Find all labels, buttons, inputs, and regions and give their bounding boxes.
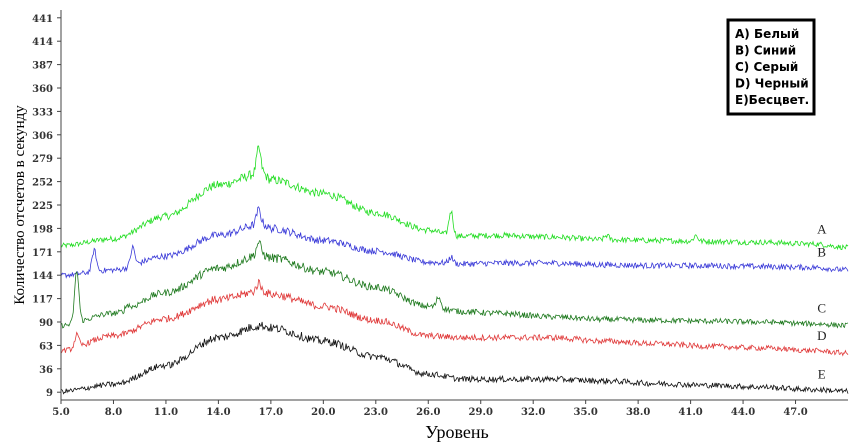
series-tags: AB CD E (817, 222, 827, 382)
x-tick-label: 41.0 (678, 407, 702, 418)
legend-entry: E)Бесцвет. (735, 93, 809, 107)
x-tick-label: 5.0 (52, 407, 69, 418)
y-tick-label: 441 (32, 14, 53, 25)
y-tick-label: 279 (32, 154, 53, 165)
x-tick-label: 8.0 (105, 407, 122, 418)
y-tick-label: 333 (32, 107, 53, 118)
y-tick-label: 90 (39, 318, 53, 329)
legend-entries: A) Белый B) Синий C) Серый D) Черный E)Бесцв… (735, 27, 809, 107)
series-tag-d: D (817, 328, 826, 343)
y-tick-label: 252 (32, 178, 53, 189)
series-tag-a: A (817, 222, 827, 237)
y-ticks: 9 36 63 90 117 144 171 198 225 252 279 306 333 360 387… (32, 14, 61, 399)
x-tick-label: 38.0 (626, 407, 650, 418)
series-line-c (60, 240, 849, 329)
x-tick-label: 44.0 (731, 407, 755, 418)
x-ticks: 5.0 8.0 11.0 14.0 17.0 20.0 23.0 26.0 29.0 32.0 35… (52, 400, 808, 418)
x-tick-label: 11.0 (154, 407, 178, 418)
y-tick-label: 306 (32, 131, 53, 142)
y-tick-label: 387 (32, 61, 53, 72)
legend-entry: A) Белый (735, 27, 799, 41)
x-axis-title: Уровень (425, 422, 488, 442)
y-tick-label: 117 (32, 295, 53, 306)
legend: A) Белый B) Синий C) Серый D) Черный E)Бесцв… (726, 18, 816, 116)
series-tag-c: C (817, 301, 826, 316)
y-tick-label: 198 (32, 224, 53, 235)
y-tick-label: 63 (39, 341, 53, 352)
legend-entry: C) Серый (735, 60, 798, 74)
series-line-e (60, 321, 849, 395)
y-axis-title: Количество отсчетов в секунду (12, 105, 28, 305)
series-line-d (60, 278, 849, 357)
x-tick-label: 23.0 (364, 407, 388, 418)
y-tick-label: 360 (32, 84, 53, 95)
x-tick-label: 17.0 (259, 407, 283, 418)
y-tick-label: 9 (46, 388, 53, 399)
x-tick-label: 35.0 (573, 407, 597, 418)
y-tick-label: 144 (32, 271, 53, 282)
series-tag-e: E (818, 366, 826, 381)
x-tick-label: 14.0 (206, 407, 230, 418)
legend-box (726, 18, 816, 116)
legend-entry: B) Синий (735, 44, 796, 58)
x-tick-label: 26.0 (416, 407, 440, 418)
x-tick-label: 32.0 (521, 407, 545, 418)
y-tick-label: 36 (39, 365, 53, 376)
series-line-b (60, 206, 849, 279)
x-tick-label: 20.0 (311, 407, 335, 418)
series-tag-b: B (817, 245, 826, 260)
y-tick-label: 225 (32, 201, 53, 212)
y-tick-label: 414 (32, 37, 53, 48)
legend-entry: D) Черный (735, 77, 809, 91)
series-line-a (60, 145, 849, 251)
x-tick-label: 47.0 (783, 407, 807, 418)
series-layer (60, 145, 849, 395)
x-tick-label: 29.0 (469, 407, 493, 418)
y-tick-label: 171 (32, 248, 53, 259)
